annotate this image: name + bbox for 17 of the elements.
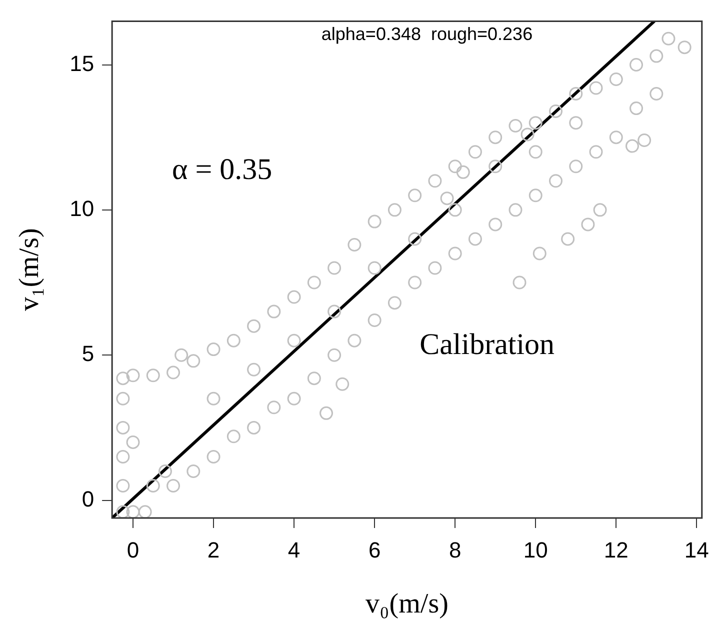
annotation: alpha=0.348 rough=0.236 — [321, 24, 533, 44]
x-axis-title: v₀(m/s) — [366, 588, 448, 620]
x-tick-label: 2 — [207, 537, 220, 562]
x-tick-label: 8 — [448, 537, 462, 562]
annotation: α = 0.35 — [172, 153, 272, 186]
y-tick-label: 0 — [82, 486, 94, 512]
x-tick-label: 10 — [523, 537, 548, 562]
x-tick-label: 6 — [368, 537, 381, 562]
x-tick-label: 14 — [684, 537, 709, 562]
y-tick-label: 15 — [70, 50, 94, 76]
y-axis-title: v₁(m/s) — [14, 228, 46, 312]
annotation: Calibration — [420, 328, 555, 362]
x-tick-label: 0 — [126, 537, 140, 562]
x-tick-label: 4 — [288, 537, 300, 562]
x-tick-label: 12 — [604, 537, 628, 562]
y-tick-label: 5 — [82, 341, 94, 366]
y-tick-label: 10 — [70, 196, 94, 221]
